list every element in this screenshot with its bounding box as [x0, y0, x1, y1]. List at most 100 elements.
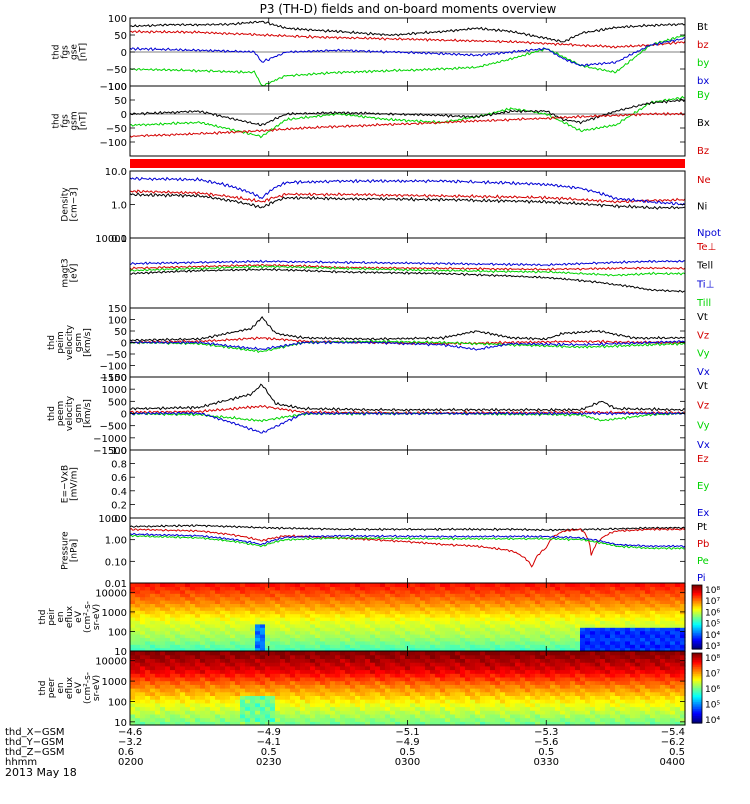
series-line-1	[129, 383, 686, 413]
x-tick-label: 0200	[118, 757, 143, 768]
panel-7: Ez Ey Ex 1.0 0.8 0.6 0.4 0.2 0.0 E=−VxB[mV/m]	[61, 446, 710, 525]
legend-entry: Bx	[697, 118, 710, 129]
y-ticks-10: 10000 1000 100 10	[95, 657, 685, 729]
series-line-3	[129, 33, 686, 87]
legend-entry: Tell	[696, 261, 713, 272]
y-tick-label: 100	[108, 627, 127, 638]
y-tick-label: 1.00	[105, 536, 127, 547]
series-line-4	[129, 340, 686, 351]
colorbar-tick-label: 10⁴	[705, 631, 720, 641]
y-tick-label: 500	[108, 397, 127, 408]
panel-frame	[129, 449, 686, 519]
legend-5: Vt Vz Vy Vx	[697, 312, 710, 378]
x-tick-label: −6.2	[661, 737, 685, 748]
x-tick-label: 0.5	[669, 747, 685, 758]
series-line-2	[129, 267, 686, 293]
legend-6: Vt Vz Vy Vx	[697, 381, 710, 451]
series-line-1	[129, 20, 686, 43]
y-axis-label: Density[cm−3]	[61, 187, 80, 222]
series-line-2	[129, 98, 686, 127]
series-line-2	[129, 29, 686, 49]
y-tick-label: 100	[108, 82, 127, 93]
legend-8: Pt Pb Pe Pi	[697, 522, 709, 584]
x-tick-label: 0400	[660, 757, 685, 768]
colorbar-tick-label: 10⁵	[705, 620, 720, 630]
legend-entry: bx	[697, 76, 709, 87]
legend-1: Bt bz by bx	[697, 22, 709, 87]
series-lines-5	[129, 316, 686, 354]
legend-entry: Ez	[697, 454, 709, 465]
series-line-1	[129, 189, 686, 204]
legend-7: Ez Ey Ex	[697, 454, 709, 519]
y-axis-label: E=−VxB[mV/m]	[61, 465, 80, 503]
y-ticks-3: 10.0 1.0 0.1	[105, 167, 685, 245]
legend-entry: Ne	[697, 175, 711, 186]
x-tick-label: −4.6	[118, 727, 142, 738]
legend-entry: bz	[697, 40, 709, 51]
y-tick-label: 0.8	[111, 460, 127, 471]
series-line-2	[130, 336, 686, 346]
x-tick-label: 0.5	[261, 747, 277, 758]
legend-entry: Pt	[697, 522, 707, 533]
y-tick-label: 0	[121, 410, 127, 421]
y-ticks-7: 1.0 0.8 0.6 0.4 0.2 0.0	[111, 446, 685, 525]
series-line-1	[129, 316, 686, 342]
y-tick-label: 1.0	[111, 201, 127, 212]
x-tick-label: 0.5	[538, 747, 554, 758]
colorbar-tick-label: 10⁴	[705, 716, 720, 726]
x-tick-label: 0230	[256, 757, 281, 768]
y-tick-label: −1000	[93, 434, 127, 445]
colorbar-tick-label: 10⁵	[705, 701, 720, 711]
legend-entry: Pb	[697, 539, 709, 550]
series-line-2	[129, 192, 686, 210]
panel-separator-bar	[130, 159, 685, 168]
series-line-3	[129, 176, 686, 206]
y-axis-label: thdpeerenefluxeV(cm²-s-sr-eV)	[38, 672, 102, 704]
spectrogram-10	[130, 651, 686, 726]
x-axis: thd_X−GSMthd_Y−GSMthd_Z−GSMhhmm−4.6−3.20…	[5, 18, 686, 768]
colorbar-tick-label: 10⁶	[705, 608, 720, 618]
legend-entry: Pe	[697, 556, 709, 567]
legend-4: Te⊥ Tell Ti⊥ Till	[696, 242, 716, 309]
series-line-4	[129, 265, 686, 277]
legend-entry: Vy	[697, 420, 710, 431]
legend-entry: by	[697, 58, 709, 69]
spectrogram-9	[130, 583, 686, 652]
panel-3: Ne Ni Npot 10.0 1.0 0.1 Density[cm−3]	[61, 167, 721, 245]
y-tick-label: −1500	[93, 446, 127, 457]
y-tick-label: 100	[108, 316, 127, 327]
x-tick-label: −5.1	[395, 727, 419, 738]
y-tick-label: 10	[114, 718, 127, 729]
y-axis-label: magt3[eV]	[61, 258, 80, 287]
series-lines-1	[129, 20, 686, 87]
legend-2: By Bx Bz	[697, 90, 710, 157]
y-tick-label: 10000	[95, 657, 127, 668]
legend-entry: Npot	[697, 228, 721, 239]
y-tick-label: 10.0	[105, 167, 127, 178]
y-tick-label: 1.0	[111, 446, 127, 457]
y-ticks-1: 100 50 0 −50 −100	[100, 14, 685, 93]
panel-2: By Bx Bz 100 50 0 −50 −100 thdfgsgsm[nT]	[52, 82, 710, 157]
series-lines-4	[129, 259, 686, 293]
x-tick-label: −4.9	[257, 727, 281, 738]
series-lines-2	[129, 95, 686, 139]
chart-title: P3 (TH-D) fields and on-board moments ov…	[260, 2, 557, 16]
series-line-1	[129, 263, 686, 272]
colorbar-10: 10⁸ 10⁷ 10⁶ 10⁵ 10⁴	[691, 652, 720, 726]
y-ticks-4: 10000	[95, 234, 685, 245]
legend-entry: Pi	[697, 573, 706, 584]
y-tick-label: 0.4	[111, 487, 127, 498]
x-tick-label: 0300	[395, 757, 420, 768]
legend-3: Ne Ni Npot	[697, 175, 721, 239]
y-tick-label: −150	[100, 373, 127, 384]
series-line-3	[129, 111, 686, 138]
y-tick-label: 100	[108, 14, 127, 25]
legend-entry: Ey	[697, 481, 709, 492]
y-tick-label: −50	[106, 124, 127, 135]
legend-entry: Vz	[697, 401, 709, 412]
panel-10: 10⁸ 10⁷ 10⁶ 10⁵ 10⁴ 10000 1000 100 10 thdpeerenef…	[38, 650, 720, 729]
